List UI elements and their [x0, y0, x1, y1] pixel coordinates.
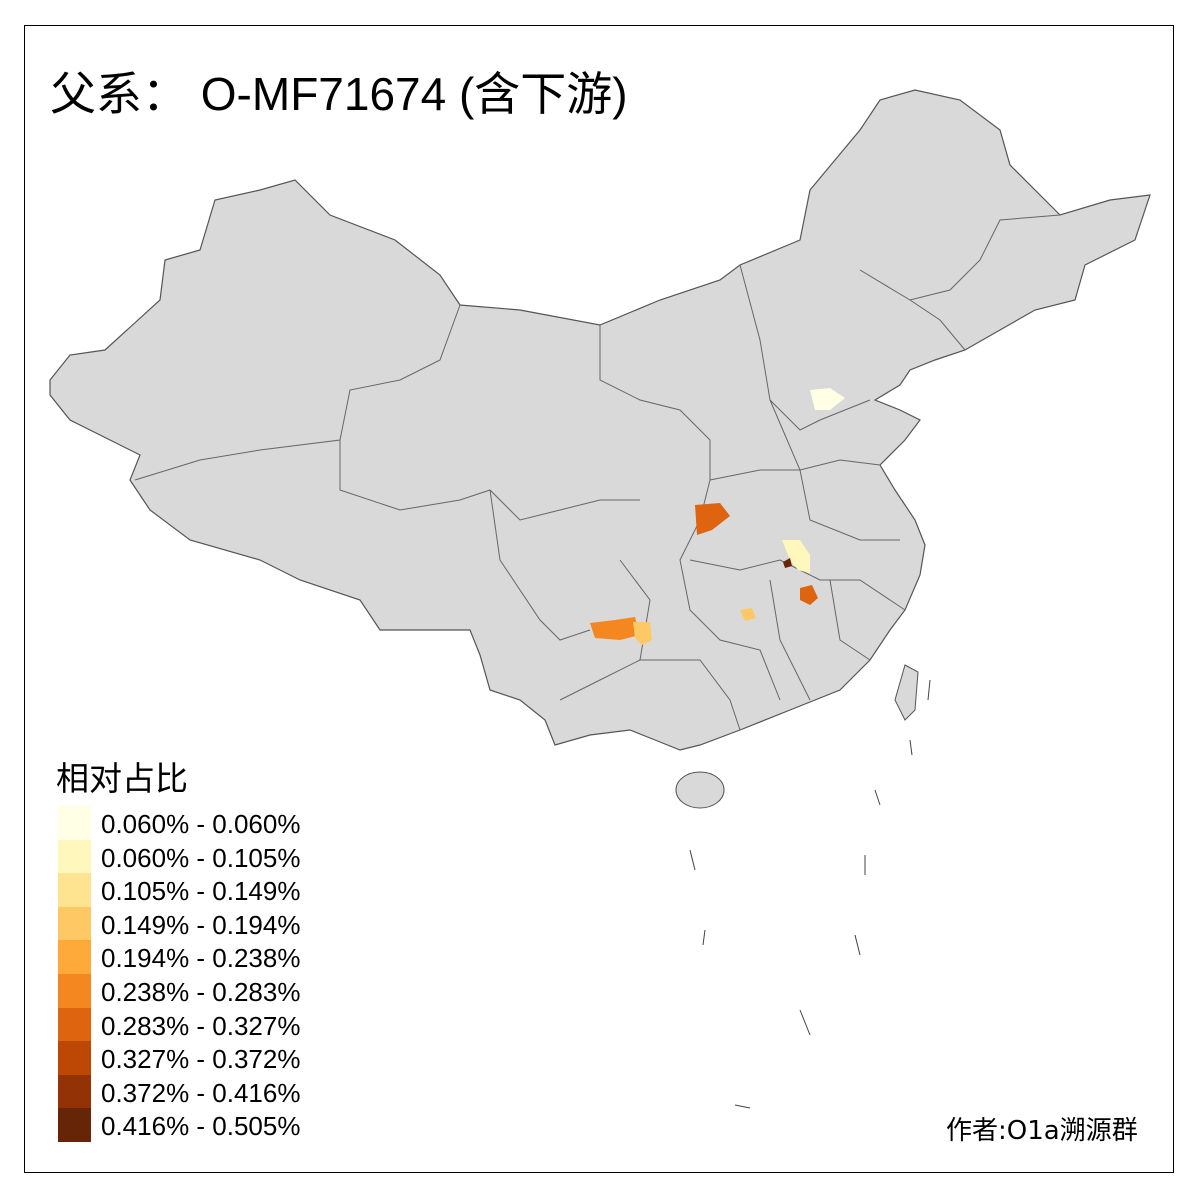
- legend-swatch: [58, 1041, 91, 1076]
- legend-item: 0.060% - 0.105%: [58, 839, 358, 874]
- south-china-sea-islands: [689, 679, 931, 1109]
- region-guizhou-west: [590, 617, 640, 640]
- region-shandong-west: [810, 388, 845, 410]
- legend-label: 0.327% - 0.372%: [101, 1044, 301, 1075]
- china-mainland: [49, 89, 1151, 751]
- legend-item: 0.105% - 0.149%: [58, 873, 358, 908]
- legend-label: 0.238% - 0.283%: [101, 977, 301, 1007]
- plot-border: [24, 25, 1174, 1173]
- legend-swatch: [58, 839, 91, 874]
- legend-label: 0.149% - 0.194%: [101, 909, 301, 940]
- region-jiangxi: [800, 585, 818, 605]
- region-henan-south: [782, 540, 810, 573]
- legend-label: 0.372% - 0.416%: [101, 1077, 301, 1108]
- region-guizhou-east: [633, 622, 652, 645]
- legend-swatch: [58, 1007, 91, 1042]
- legend-title: 相对占比: [56, 759, 188, 798]
- region-hubei-point: [783, 558, 792, 568]
- legend-item: 0.283% - 0.327%: [58, 1007, 358, 1042]
- region-hunan: [740, 608, 756, 621]
- legend-item: 0.372% - 0.416%: [58, 1074, 358, 1109]
- legend-swatch: [58, 1074, 91, 1109]
- legend-swatch: [58, 873, 91, 908]
- legend-swatch: [58, 906, 91, 941]
- legend-item: 0.194% - 0.238%: [58, 940, 358, 975]
- legend-label: 0.283% - 0.327%: [101, 1010, 301, 1041]
- legend-item: 0.149% - 0.194%: [58, 906, 358, 941]
- author-credit: 作者:O1a溯源群: [946, 1116, 1138, 1146]
- legend-label: 0.194% - 0.238%: [101, 943, 301, 974]
- legend-swatch: [58, 940, 91, 975]
- legend-label: 0.105% - 0.149%: [101, 876, 301, 907]
- map-title: 父系： O-MF71674 (含下游): [50, 68, 628, 120]
- taiwan-island: [894, 664, 919, 721]
- legend-swatch: [58, 974, 91, 1008]
- legend-item: 0.416% - 0.505%: [58, 1108, 358, 1143]
- hainan-island: [675, 771, 725, 809]
- legend-label: 0.060% - 0.105%: [101, 842, 301, 873]
- highlighted-regions: [590, 388, 845, 645]
- legend-label: 0.416% - 0.505%: [101, 1111, 301, 1142]
- legend-item: 0.060% - 0.060%: [58, 806, 358, 840]
- region-shaanxi-south: [695, 503, 730, 535]
- legend-label: 0.060% - 0.060%: [101, 809, 301, 839]
- legend-item: 0.327% - 0.372%: [58, 1041, 358, 1076]
- legend-swatch: [58, 1108, 91, 1143]
- province-borders: [134, 214, 1061, 731]
- legend-swatch: [58, 806, 91, 840]
- legend-item: 0.238% - 0.283%: [58, 974, 358, 1008]
